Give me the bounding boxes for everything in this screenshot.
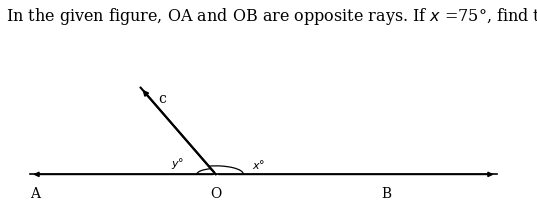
Text: $y$°: $y$°: [171, 156, 184, 171]
Text: A: A: [31, 187, 40, 201]
Text: B: B: [381, 187, 391, 201]
Text: In the given figure, OA and OB are opposite rays. If $x$ =75°, find the value of: In the given figure, OA and OB are oppos…: [6, 6, 537, 27]
Text: $x$°: $x$°: [252, 157, 266, 171]
Text: O: O: [211, 187, 221, 201]
Text: c: c: [158, 92, 166, 106]
